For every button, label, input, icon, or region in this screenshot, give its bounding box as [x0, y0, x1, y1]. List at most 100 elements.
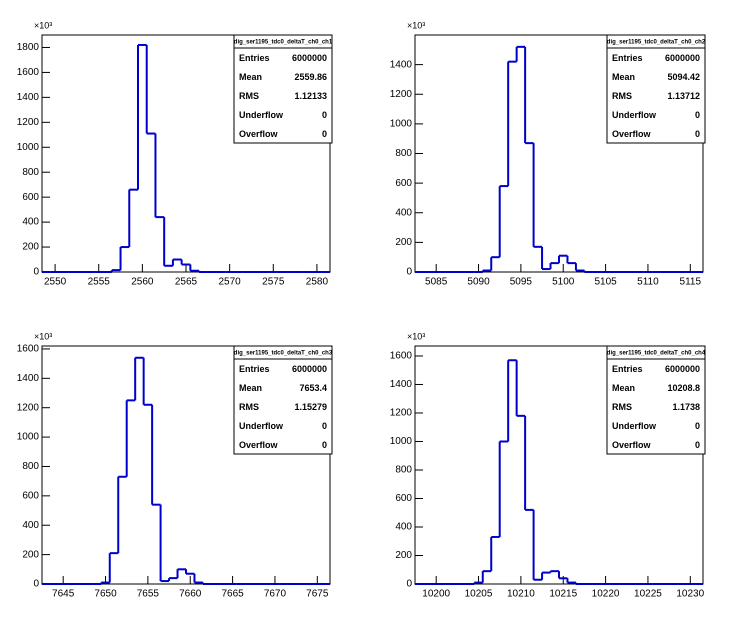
x-tick-label: 10215 — [549, 589, 577, 600]
y-scale-label: ×10³ — [407, 331, 425, 341]
stats-title: dig_ser1195_tdc0_deltaT_ch0_ch3 — [234, 351, 333, 357]
x-tick-label: 7660 — [179, 589, 202, 600]
stat-label: Underflow — [612, 110, 657, 120]
y-scale-label: ×10³ — [34, 20, 52, 30]
hist-outline — [481, 46, 586, 272]
stat-label: Entries — [612, 53, 643, 63]
y-tick-label: 800 — [395, 148, 412, 159]
x-tick-label: 7665 — [221, 589, 244, 600]
x-tick-label: 7670 — [264, 589, 287, 600]
x-tick-label: 5115 — [680, 277, 702, 288]
stat-value: 0 — [322, 129, 327, 139]
x-tick-label: 5090 — [467, 277, 490, 288]
y-tick-label: 400 — [22, 520, 39, 531]
x-tick-label: 5085 — [425, 277, 448, 288]
x-tick-label: 10200 — [422, 589, 450, 600]
y-tick-label: 1200 — [390, 89, 413, 100]
x-tick-label: 7650 — [94, 589, 117, 600]
y-tick-label: 600 — [22, 490, 39, 501]
y-tick-label: 1000 — [390, 436, 413, 447]
x-tick-label: 10230 — [676, 589, 704, 600]
y-tick-label: 1600 — [390, 351, 413, 362]
stat-value: 1.1738 — [672, 402, 700, 412]
x-tick-label: 5095 — [510, 277, 533, 288]
stats-title: dig_ser1195_tdc0_deltaT_ch0_ch2 — [607, 40, 706, 46]
stat-value: 7653.4 — [299, 383, 327, 393]
stat-label: Underflow — [239, 421, 284, 431]
y-tick-label: 0 — [33, 267, 39, 278]
stat-label: Mean — [239, 383, 262, 393]
stat-label: Underflow — [612, 421, 657, 431]
plot-frame — [41, 345, 331, 585]
y-scale-label: ×10³ — [34, 331, 52, 341]
y-tick-label: 1000 — [390, 119, 413, 130]
x-tick-label: 2575 — [262, 277, 285, 288]
stat-value: 1.15279 — [294, 402, 327, 412]
y-tick-label: 600 — [395, 493, 412, 504]
stat-label: Mean — [612, 72, 635, 82]
y-tick-label: 200 — [395, 550, 412, 561]
y-tick-label: 400 — [395, 207, 412, 218]
stat-value: 0 — [695, 440, 700, 450]
x-tick-label: 2580 — [306, 277, 329, 288]
stat-label: Underflow — [239, 110, 284, 120]
stats-box — [606, 345, 706, 455]
x-tick-label: 2555 — [88, 277, 111, 288]
x-tick-label: 7645 — [52, 589, 75, 600]
y-tick-label: 600 — [395, 178, 412, 189]
y-tick-label: 1400 — [17, 92, 40, 103]
y-tick-label: 400 — [22, 217, 39, 228]
y-tick-label: 1800 — [17, 42, 40, 53]
y-tick-label: 800 — [395, 465, 412, 476]
x-tick-label: 10220 — [592, 589, 620, 600]
x-tick-label: 7655 — [137, 589, 160, 600]
y-tick-label: 800 — [22, 167, 39, 178]
stat-label: Entries — [239, 53, 270, 63]
stat-value: 6000000 — [665, 364, 700, 374]
stat-value: 0 — [695, 421, 700, 431]
y-tick-label: 200 — [22, 242, 39, 253]
y-tick-label: 1600 — [17, 344, 40, 355]
y-tick-label: 0 — [33, 579, 39, 590]
stat-label: Overflow — [239, 440, 279, 450]
stat-value: 0 — [695, 129, 700, 139]
stat-value: 1.13712 — [667, 91, 700, 101]
x-tick-label: 2550 — [44, 277, 67, 288]
stat-label: RMS — [239, 91, 259, 101]
stat-value: 6000000 — [665, 53, 700, 63]
x-tick-label: 2560 — [131, 277, 154, 288]
stats-box — [606, 34, 706, 144]
stat-label: RMS — [239, 402, 259, 412]
stat-value: 5094.42 — [667, 72, 700, 82]
y-tick-label: 400 — [395, 522, 412, 533]
x-tick-label: 10205 — [465, 589, 493, 600]
stat-value: 10208.8 — [667, 383, 700, 393]
stat-value: 2559.86 — [294, 72, 327, 82]
y-tick-label: 0 — [406, 579, 412, 590]
stat-label: Mean — [612, 383, 635, 393]
stat-value: 0 — [322, 421, 327, 431]
y-tick-label: 200 — [22, 549, 39, 560]
stat-value: 6000000 — [292, 364, 327, 374]
stat-value: 0 — [322, 110, 327, 120]
y-tick-label: 1000 — [17, 142, 40, 153]
y-tick-label: 1400 — [17, 373, 40, 384]
x-tick-label: 5110 — [637, 277, 659, 288]
y-tick-label: 800 — [22, 461, 39, 472]
x-tick-label: 10210 — [507, 589, 535, 600]
stat-label: Overflow — [612, 440, 652, 450]
y-tick-label: 1000 — [17, 432, 40, 443]
x-tick-label: 5105 — [594, 277, 617, 288]
y-tick-label: 1600 — [17, 67, 40, 78]
x-tick-label: 7675 — [306, 589, 329, 600]
y-tick-label: 1200 — [17, 402, 40, 413]
stat-label: Entries — [612, 364, 643, 374]
stat-label: Entries — [239, 364, 270, 374]
stat-label: Overflow — [239, 129, 279, 139]
stat-label: Overflow — [612, 129, 652, 139]
stat-value: 6000000 — [292, 53, 327, 63]
x-tick-label: 5100 — [552, 277, 575, 288]
y-tick-label: 600 — [22, 192, 39, 203]
stat-value: 0 — [322, 440, 327, 450]
stats-title: dig_ser1195_tdc0_deltaT_ch0_ch1 — [234, 40, 333, 46]
